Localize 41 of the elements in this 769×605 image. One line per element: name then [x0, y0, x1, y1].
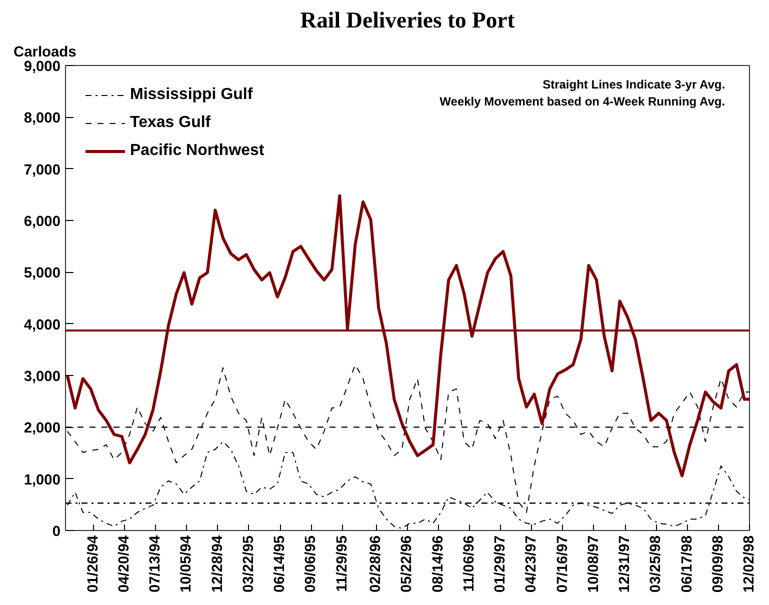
- x-tick-label: 10/05/94: [178, 534, 195, 593]
- y-tick-label: 1,000: [24, 472, 61, 488]
- annotation: Weekly Movement based on 4-Week Running Avg.: [440, 94, 726, 108]
- x-tick-label: 04/23/97: [524, 535, 540, 593]
- x-tick-label: 04/20/94: [116, 534, 132, 593]
- line-series: [66, 441, 750, 529]
- y-tick-label: 6,000: [24, 214, 61, 230]
- y-tick-label: 0: [52, 524, 61, 540]
- x-tick-label: 11/29/95: [334, 535, 350, 592]
- x-tick-label: 07/16/97: [554, 535, 571, 593]
- x-tick-label: 09/09/98: [710, 535, 726, 593]
- y-tick-label: 8,000: [24, 110, 61, 127]
- x-tick-label: 03/25/98: [648, 535, 664, 593]
- x-tick-label: 03/22/95: [240, 535, 257, 593]
- x-tick-label: 06/17/98: [679, 535, 696, 593]
- y-tick-label: 9,000: [24, 59, 61, 75]
- x-tick-label: 09/06/95: [303, 535, 320, 593]
- x-tick-label: 06/14/95: [272, 535, 288, 593]
- x-tick-label: 05/22/96: [399, 535, 416, 593]
- x-tick-label: 08/14/96: [430, 535, 446, 593]
- legend-label: Mississippi Gulf: [130, 86, 253, 104]
- x-tick-label: 12/02/98: [742, 535, 758, 593]
- y-tick-label: 7,000: [24, 162, 61, 178]
- line-series: [66, 194, 750, 478]
- x-tick-label: 12/31/97: [617, 535, 633, 593]
- x-tick-label: 11/06/96: [461, 535, 478, 592]
- annotation: Straight Lines Indicate 3-yr Avg.: [542, 77, 726, 92]
- x-tick-label: 01/26/94: [85, 534, 102, 593]
- y-axis-title: Carloads: [14, 44, 76, 60]
- y-tick-label: 5,000: [24, 266, 61, 282]
- legend-label: Texas Gulf: [130, 114, 211, 132]
- y-tick-label: 4,000: [24, 317, 61, 334]
- x-tick-label: 12/28/94: [210, 534, 226, 593]
- y-tick-label: 3,000: [24, 369, 61, 385]
- x-tick-label: 10/08/97: [586, 535, 602, 593]
- x-tick-label: 02/28/96: [368, 535, 384, 593]
- x-tick-label: 01/29/97: [492, 535, 509, 593]
- y-tick-label: 2,000: [24, 420, 61, 437]
- chart-title: Rail Deliveries to Port: [300, 8, 516, 32]
- x-tick-label: 07/13/94: [148, 534, 164, 593]
- legend-label: Pacific Northwest: [130, 142, 264, 160]
